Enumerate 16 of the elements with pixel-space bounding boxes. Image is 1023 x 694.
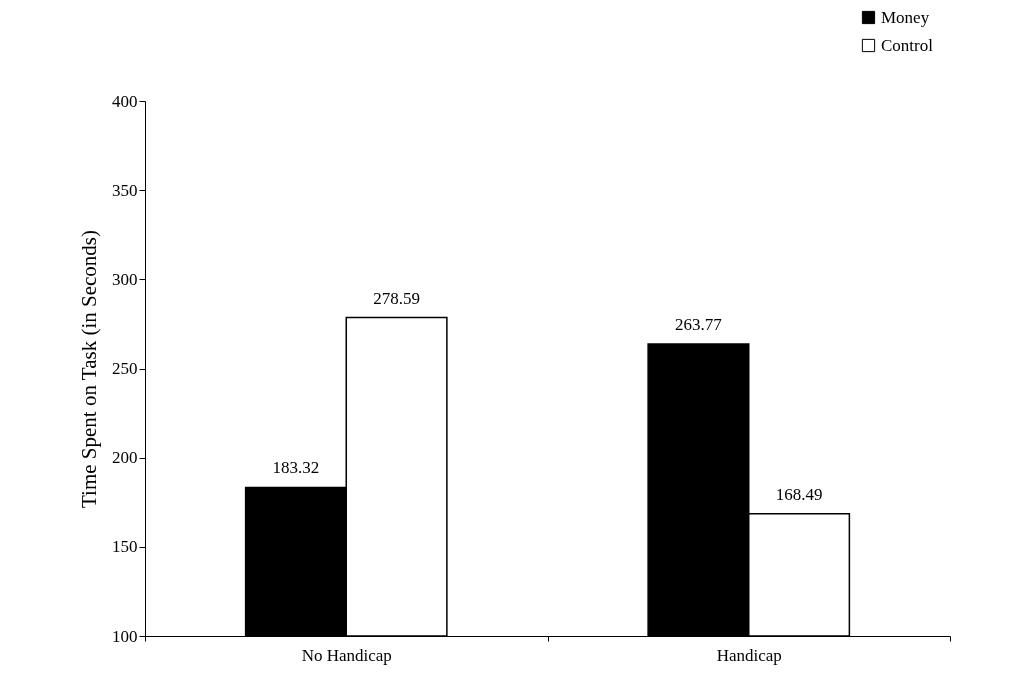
y-tick-label: 100 — [112, 626, 138, 646]
y-tick-label: 200 — [112, 448, 138, 468]
data-label: 183.32 — [272, 458, 320, 478]
y-tick-label: 400 — [112, 91, 138, 111]
y-tick-label: 300 — [112, 269, 138, 289]
y-axis-title: Time Spent on Task (in Seconds) — [77, 230, 101, 508]
y-tick-label: 350 — [112, 180, 138, 200]
y-tick-label: 250 — [112, 359, 138, 378]
x-tick-label: Handicap — [716, 645, 782, 665]
data-label: 278.59 — [373, 288, 420, 308]
legend-label: Money — [881, 7, 930, 27]
data-label: 263.77 — [675, 314, 723, 334]
data-label: 168.49 — [775, 484, 823, 504]
y-tick-label: 150 — [112, 537, 138, 557]
x-tick-label: No Handicap — [301, 645, 392, 665]
legend-label: Control — [881, 35, 934, 55]
